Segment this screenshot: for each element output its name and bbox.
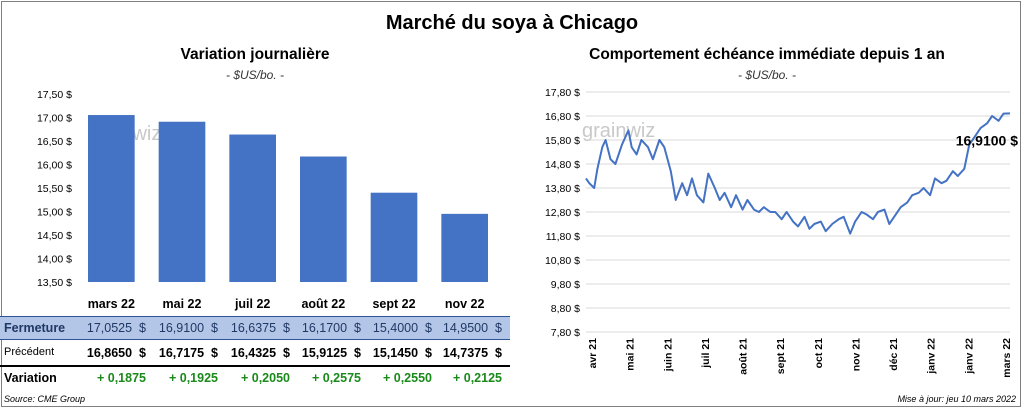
table-cell: 16,8650 $ bbox=[86, 346, 146, 360]
bar-chart: 17,50 $ 17,00 $ 16,50 $ 16,00 $ 15,50 $ 15,00… bbox=[37, 89, 488, 311]
x-tick-label: nov 21 bbox=[850, 338, 862, 371]
table-row: Fermeture 17,0525 $ 16,9100 $ 16,6375 $ 16,1… bbox=[0, 316, 510, 340]
x-tick-label: mars 22 bbox=[1001, 338, 1013, 378]
last-price-label: 16,9100 $ bbox=[956, 132, 1018, 148]
right-chart-unit: - $US/bo. - bbox=[737, 68, 797, 82]
x-tick-label: déc 21 bbox=[888, 338, 900, 371]
x-tick-label: oct 21 bbox=[813, 338, 825, 369]
x-tick-label: mai 21 bbox=[625, 338, 637, 371]
row-label: Variation bbox=[4, 371, 57, 385]
row-label: Fermeture bbox=[4, 321, 66, 335]
table-row: Précédent 16,8650 $ 16,7175 $ 16,4325 $ 15,9… bbox=[0, 342, 510, 364]
y-tick-label: 10,80 $ bbox=[545, 255, 580, 267]
price-line bbox=[585, 112, 1011, 235]
table-cell: 15,1450 $ bbox=[372, 346, 432, 360]
table-cell: + 0,2125 bbox=[452, 371, 502, 385]
line-chart: 17,80 $ 16,80 $ 15,80 $ 14,80 $ 13,80 $ 12,80… bbox=[545, 87, 1018, 378]
y-tick-label: 11,80 $ bbox=[546, 231, 580, 243]
y-tick-label: 15,50 $ bbox=[37, 183, 72, 195]
y-tick-label: 12,80 $ bbox=[545, 207, 580, 219]
y-tick-label: 15,80 $ bbox=[545, 135, 580, 147]
y-tick-label: 7,80 $ bbox=[551, 327, 580, 339]
table-cell: 16,6375 $ bbox=[230, 321, 290, 335]
x-tick-label: juil 22 bbox=[234, 297, 270, 311]
table-cell: 14,7375 $ bbox=[442, 346, 502, 360]
x-tick-label: août 22 bbox=[301, 297, 345, 311]
bar bbox=[158, 121, 206, 282]
table-cell: 16,9100 $ bbox=[158, 321, 218, 335]
table-cell: 14,9500 $ bbox=[442, 321, 502, 335]
table-cell: 15,9125 $ bbox=[301, 346, 361, 360]
x-tick-label: nov 22 bbox=[445, 297, 485, 311]
row-label: Précédent bbox=[4, 346, 55, 358]
bar bbox=[370, 192, 418, 282]
x-tick-label: mai 22 bbox=[163, 297, 202, 311]
y-tick-label: 15,00 $ bbox=[37, 207, 72, 219]
y-tick-label: 9,80 $ bbox=[551, 279, 580, 291]
y-tick-label: 16,50 $ bbox=[37, 136, 72, 148]
y-tick-label: 16,80 $ bbox=[545, 111, 580, 123]
y-tick-label: 17,50 $ bbox=[37, 89, 72, 101]
table-cell: 17,0525 $ bbox=[86, 321, 146, 335]
bar bbox=[88, 115, 135, 282]
page-title: Marché du soya à Chicago bbox=[385, 12, 639, 34]
bar bbox=[300, 156, 347, 282]
y-tick-label: 17,00 $ bbox=[37, 113, 72, 125]
table-cell: 16,1700 $ bbox=[301, 321, 361, 335]
watermark-text: grainwiz bbox=[582, 120, 655, 142]
left-chart-title: Variation journalière bbox=[180, 46, 330, 63]
bar bbox=[441, 213, 488, 282]
table-row: Variation + 0,1875 + 0,1925 + 0,2050 + 0,257… bbox=[0, 365, 510, 389]
x-tick-label: juil 21 bbox=[700, 338, 712, 369]
table-cell: 16,7175 $ bbox=[158, 346, 218, 360]
table-cell: + 0,2050 bbox=[240, 371, 290, 385]
update-note: Mise à jour: jeu 10 mars 2022 bbox=[897, 394, 1016, 404]
y-tick-label: 14,50 $ bbox=[37, 230, 72, 242]
source-note: Source: CME Group bbox=[4, 394, 86, 404]
y-tick-label: 13,50 $ bbox=[37, 277, 72, 289]
x-tick-label: janv 22 bbox=[963, 338, 975, 375]
y-tick-label: 16,00 $ bbox=[37, 160, 72, 172]
y-tick-label: 14,80 $ bbox=[545, 159, 580, 171]
x-tick-label: juin 21 bbox=[662, 338, 674, 372]
table-cell: + 0,2575 bbox=[311, 371, 361, 385]
table-cell: 16,4325 $ bbox=[230, 346, 290, 360]
x-tick-label: sept 22 bbox=[372, 297, 415, 311]
y-tick-label: 8,80 $ bbox=[551, 303, 580, 315]
bar bbox=[229, 134, 276, 282]
left-chart-unit: - $US/bo. - bbox=[225, 68, 285, 82]
y-tick-label: 13,80 $ bbox=[545, 183, 580, 195]
right-chart-title: Comportement échéance immédiate depuis 1… bbox=[589, 46, 945, 63]
x-tick-label: janv 22 bbox=[926, 338, 938, 375]
table-cell: + 0,2550 bbox=[382, 371, 432, 385]
y-tick-label: 14,00 $ bbox=[37, 254, 72, 266]
y-tick-label: 17,80 $ bbox=[545, 87, 580, 99]
x-tick-label: avr 21 bbox=[587, 338, 599, 369]
x-tick-label: sept 21 bbox=[775, 338, 787, 374]
x-tick-label: mars 22 bbox=[88, 297, 135, 311]
table-cell: 15,4000 $ bbox=[372, 321, 432, 335]
table-cell: + 0,1925 bbox=[168, 371, 218, 385]
table-cell: + 0,1875 bbox=[96, 371, 146, 385]
x-tick-label: août 21 bbox=[738, 338, 750, 375]
